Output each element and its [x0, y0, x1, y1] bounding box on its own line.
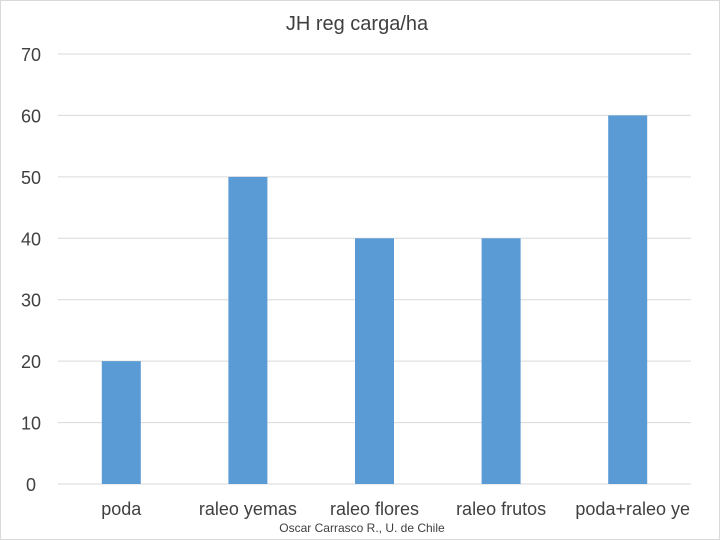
x-category-label: poda [101, 499, 142, 519]
y-tick-label: 30 [21, 291, 41, 311]
bar [608, 115, 648, 484]
author-credit: Oscar Carrasco R., U. de Chile [279, 521, 445, 535]
y-tick-label: 10 [21, 414, 41, 434]
y-tick-label: 40 [21, 229, 41, 249]
x-category-label: raleo flores [330, 499, 419, 519]
x-category-label: raleo yemas [199, 499, 297, 519]
y-tick-label: 70 [21, 45, 41, 65]
x-category-label: poda+raleo ye [575, 499, 690, 519]
x-axis-categories: poda raleo yemas raleo flores raleo frutos p… [101, 499, 690, 519]
x-category-label: raleo frutos [456, 499, 546, 519]
chart-title: JH reg carga/ha [286, 13, 429, 35]
bar [101, 361, 141, 484]
y-tick-label: 50 [21, 168, 41, 188]
bar [481, 238, 521, 484]
y-axis-ticks: 0 10 20 30 40 50 60 70 [21, 45, 41, 495]
bar [355, 238, 394, 484]
bar [228, 176, 268, 484]
bars [101, 115, 648, 484]
y-tick-label: 20 [21, 352, 41, 372]
y-tick-label: 60 [21, 106, 41, 126]
y-tick-label: 0 [26, 475, 36, 495]
